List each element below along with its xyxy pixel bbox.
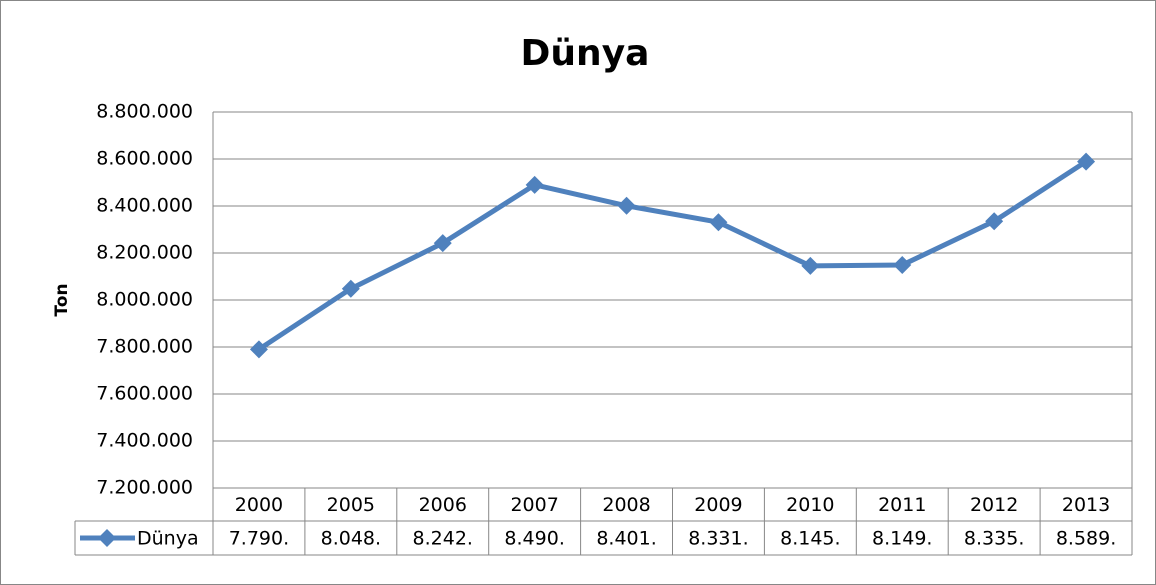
chart-title: Dünya xyxy=(521,33,650,74)
legend-marker xyxy=(98,529,116,547)
x-tick-label: 2008 xyxy=(602,494,650,516)
x-tick-label: 2012 xyxy=(970,494,1018,516)
data-marker xyxy=(249,340,268,359)
data-marker xyxy=(1077,152,1096,171)
table-value: 8.589. xyxy=(1056,528,1116,550)
y-tick-label: 7.400.000 xyxy=(96,430,193,452)
y-tick-label: 8.800.000 xyxy=(96,101,193,123)
data-marker xyxy=(617,196,636,215)
y-tick-label: 8.400.000 xyxy=(96,195,193,217)
data-marker xyxy=(801,256,820,275)
table-value: 8.149. xyxy=(872,528,932,550)
data-marker xyxy=(985,212,1004,231)
data-marker xyxy=(525,175,544,194)
table-value: 8.145. xyxy=(780,528,840,550)
table-value: 8.242. xyxy=(413,528,473,550)
x-tick-label: 2010 xyxy=(786,494,834,516)
x-tick-label: 2011 xyxy=(878,494,926,516)
y-tick-label: 7.800.000 xyxy=(96,336,193,358)
y-tick-label: 8.600.000 xyxy=(96,148,193,170)
x-tick-label: 2007 xyxy=(510,494,558,516)
table-value: 8.490. xyxy=(504,528,564,550)
table-value: 8.335. xyxy=(964,528,1024,550)
x-tick-label: 2013 xyxy=(1062,494,1110,516)
y-tick-label: 7.200.000 xyxy=(96,477,193,499)
y-tick-label: 8.200.000 xyxy=(96,242,193,264)
x-tick-label: 2006 xyxy=(419,494,467,516)
x-tick-label: 2005 xyxy=(327,494,375,516)
table-value: 7.790. xyxy=(229,528,289,550)
y-tick-label: 7.600.000 xyxy=(96,383,193,405)
data-marker xyxy=(341,279,360,298)
data-marker xyxy=(433,234,452,253)
x-tick-label: 2009 xyxy=(694,494,742,516)
table-value: 8.048. xyxy=(321,528,381,550)
series-line xyxy=(257,159,1088,352)
legend-label: Dünya xyxy=(137,528,199,550)
table-value: 8.331. xyxy=(688,528,748,550)
y-axis-title: Ton xyxy=(52,283,72,316)
x-tick-label: 2000 xyxy=(235,494,283,516)
y-tick-label: 8.000.000 xyxy=(96,289,193,311)
data-marker xyxy=(893,255,912,274)
data-marker xyxy=(709,213,728,232)
table-value: 8.401. xyxy=(596,528,656,550)
